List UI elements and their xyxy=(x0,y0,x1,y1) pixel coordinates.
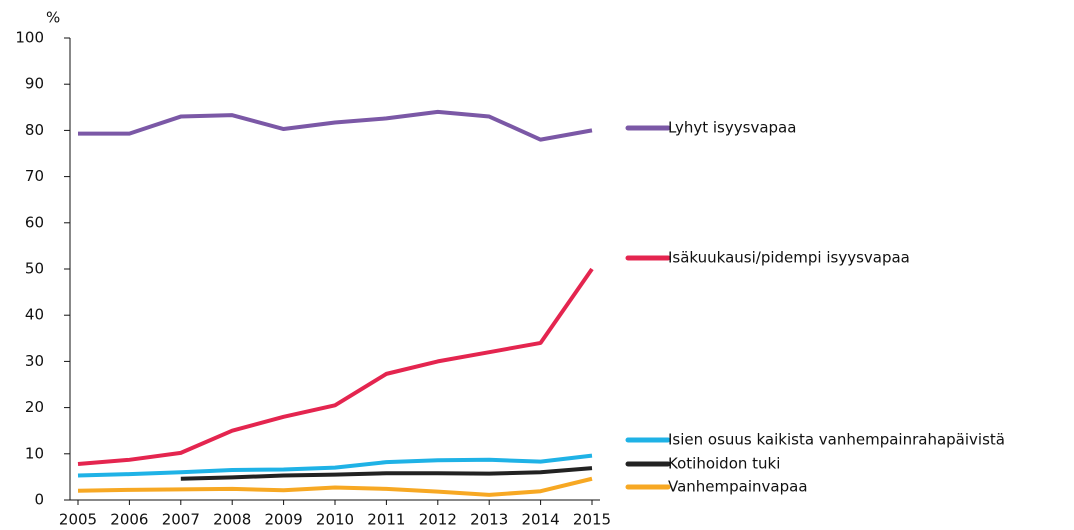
y-tick-label: 10 xyxy=(25,444,44,462)
x-tick-label: 2009 xyxy=(265,511,303,529)
y-tick-label: 20 xyxy=(25,398,44,416)
x-tick-label: 2015 xyxy=(573,511,611,529)
y-tick-label: 0 xyxy=(34,491,44,509)
x-tick-label: 2014 xyxy=(522,511,560,529)
x-tick-label: 2013 xyxy=(470,511,508,529)
legend-label: Kotihoidon tuki xyxy=(668,455,780,473)
series-line xyxy=(78,109,593,142)
y-tick-label: 50 xyxy=(25,260,44,278)
legend-label: Lyhyt isyysvapaa xyxy=(668,119,796,137)
y-tick-label: 100 xyxy=(15,29,44,47)
series-line xyxy=(77,453,593,478)
x-tick-label: 2012 xyxy=(419,511,457,529)
legend-label: Vanhempainvapaa xyxy=(668,478,808,496)
series-line xyxy=(180,466,593,481)
x-tick-label: 2007 xyxy=(162,511,200,529)
legend-label: Isäkuukausi/pidempi isyysvapaa xyxy=(668,249,910,267)
x-tick-label: 2005 xyxy=(59,511,97,529)
y-tick-label: 40 xyxy=(25,306,44,324)
y-tick-label: 90 xyxy=(25,75,44,93)
x-tick-label: 2010 xyxy=(316,511,354,529)
y-axis-label: % xyxy=(46,9,60,27)
y-tick-label: 60 xyxy=(25,213,44,231)
series-line xyxy=(77,476,593,497)
x-tick-label: 2011 xyxy=(367,511,405,529)
x-tick-label: 2006 xyxy=(110,511,148,529)
y-tick-label: 70 xyxy=(25,167,44,185)
x-tick-label: 2008 xyxy=(213,511,251,529)
y-tick-label: 30 xyxy=(25,352,44,370)
y-tick-label: 80 xyxy=(25,121,44,139)
series-line xyxy=(77,267,594,466)
legend-label: Isien osuus kaikista vanhempainrahapäivi… xyxy=(668,431,1005,449)
